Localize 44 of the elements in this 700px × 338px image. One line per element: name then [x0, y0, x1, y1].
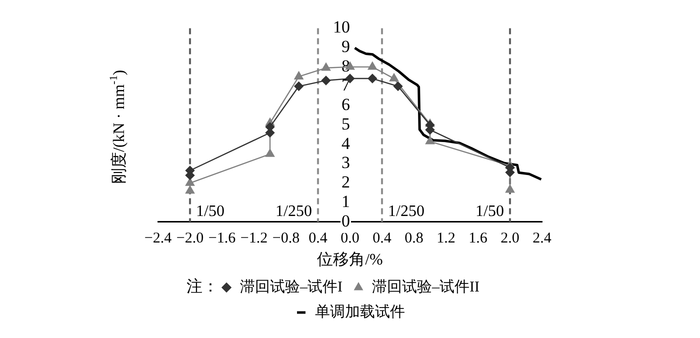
legend-label: 滞回试验–试件I — [240, 278, 343, 296]
legend-title: 注： — [186, 278, 219, 296]
point — [506, 184, 514, 193]
y-tick-label: 1 — [342, 192, 350, 211]
x-axis-title: 位移角/% — [317, 252, 383, 269]
point — [294, 82, 304, 91]
point — [321, 76, 331, 86]
point — [266, 148, 274, 157]
y-tick-label: 9 — [342, 37, 350, 56]
point — [368, 62, 377, 70]
x-tick-label: 0.4 — [372, 230, 392, 247]
y-tick-label: 5 — [342, 114, 350, 134]
x-tick-label: −2.4 — [144, 230, 172, 247]
x-tick-label: 0.4 — [308, 230, 328, 247]
y-tick-label: 2 — [342, 172, 350, 192]
x-tick-label: −0.8 — [272, 230, 300, 247]
x-tick-label: −2.0 — [176, 230, 204, 247]
point — [390, 73, 398, 82]
x-tick-label: −1.6 — [208, 230, 236, 247]
x-tick-label: 1.2 — [436, 230, 456, 247]
point — [294, 72, 304, 80]
y-axis-title: 刚度/(kN · mm-1) — [108, 70, 128, 184]
y-tick-label: 4 — [342, 134, 350, 153]
point — [368, 74, 377, 84]
point — [186, 186, 194, 194]
annotation: 1/50 — [476, 203, 504, 220]
point — [393, 82, 403, 91]
x-tick-label: −1.2 — [240, 230, 268, 247]
annotation: 1/250 — [276, 203, 312, 220]
annotation: 1/50 — [196, 203, 224, 220]
y-tick-label: 0 — [342, 211, 350, 230]
point — [426, 136, 434, 144]
y-tick-label: 10 — [333, 18, 350, 37]
annotation: 1/250 — [388, 203, 424, 220]
y-tick-label: 3 — [342, 153, 350, 172]
legend-label: 滞回试验–试件II — [372, 278, 480, 296]
x-tick-label: 1.6 — [468, 230, 488, 247]
y-tick-label: 6 — [342, 95, 350, 114]
x-tick-label: 0.0 — [340, 230, 360, 247]
x-tick-label: 0.8 — [404, 230, 424, 247]
legend-label: 单调加载试件 — [314, 303, 405, 320]
x-tick-label: 2.4 — [532, 230, 552, 247]
x-tick-label: 2.0 — [500, 230, 520, 247]
point — [322, 62, 330, 71]
